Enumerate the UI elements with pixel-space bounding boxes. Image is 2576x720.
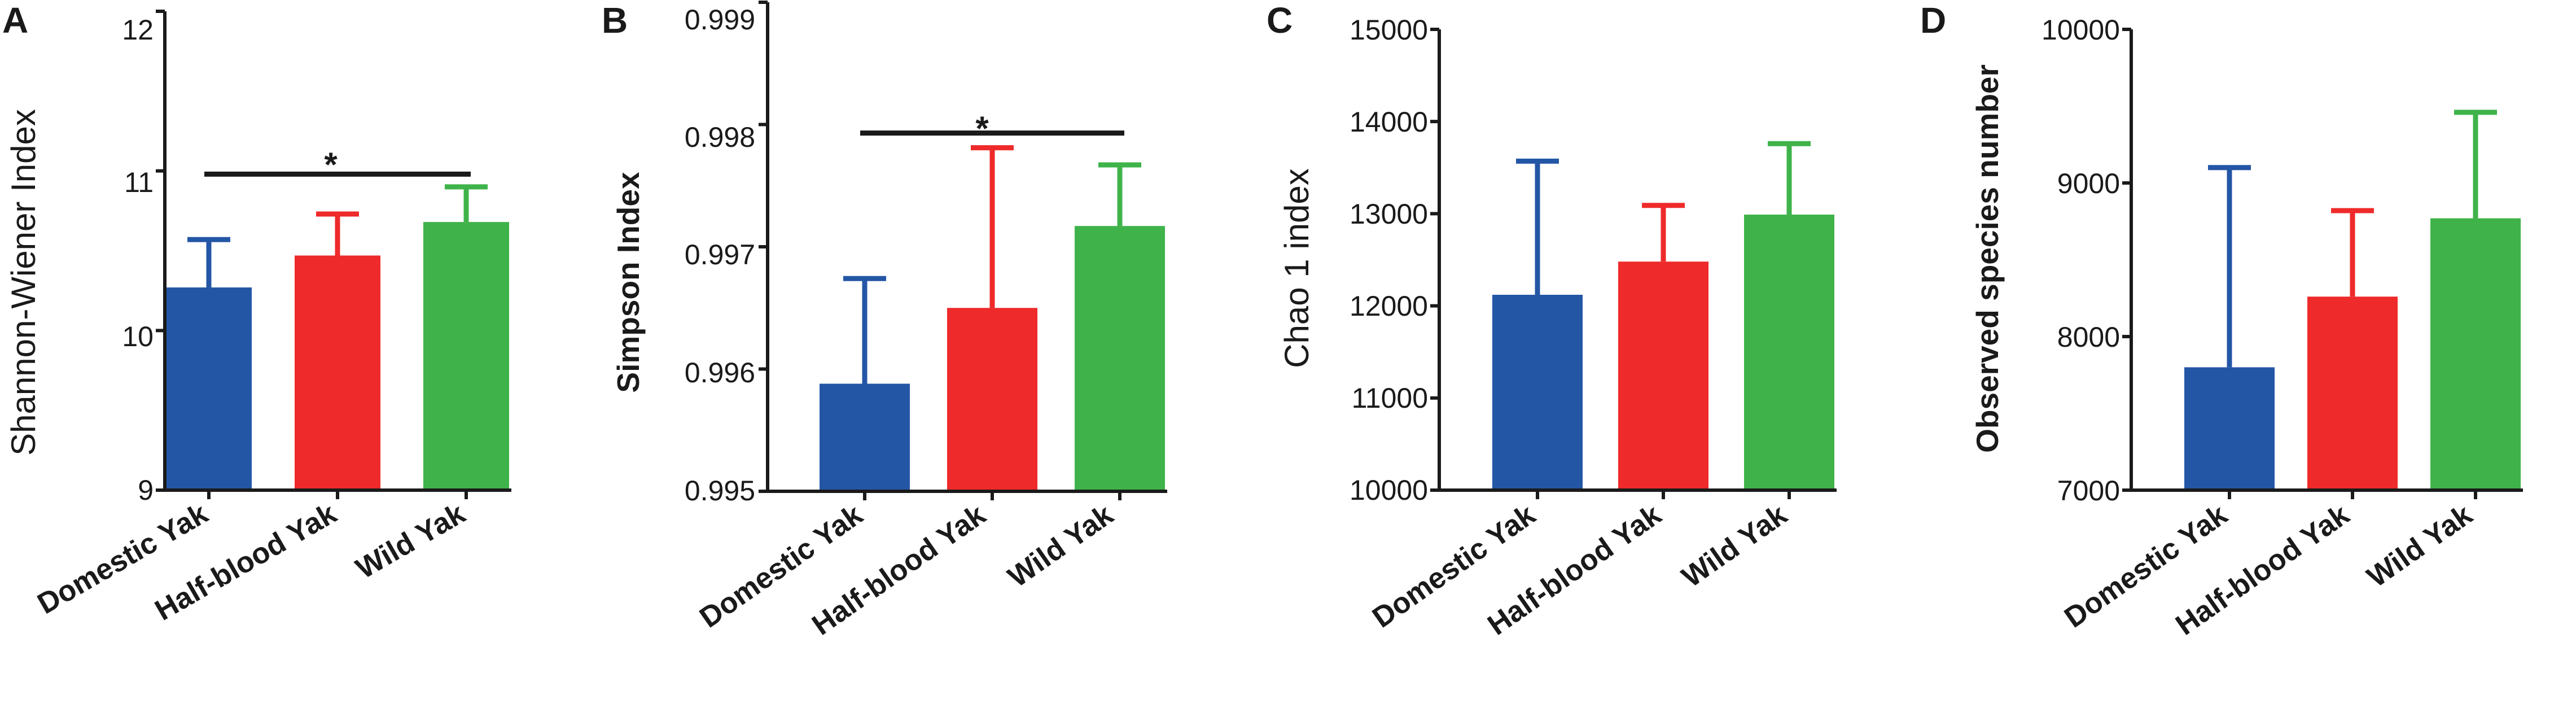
y-tick-a-2: 11 <box>124 167 154 198</box>
y-tick-b-1: 0.996 <box>685 357 755 389</box>
y-tick-b-2: 0.997 <box>685 239 755 270</box>
y-tick-d-3: 10000 <box>2041 14 2120 46</box>
panel-b: B Simpson Index 0.999 0.998 0.997 0.996 … <box>602 0 1119 642</box>
bar-d-domestic <box>2184 367 2275 490</box>
bar-b-halfblood <box>947 308 1037 491</box>
y-tick-a-3: 12 <box>122 14 154 46</box>
bar-d-halfblood <box>2307 296 2398 490</box>
y-tick-a-1: 10 <box>122 321 154 352</box>
y-tick-c-5: 15000 <box>1350 14 1428 46</box>
y-axis-title-b: Simpson Index <box>611 172 646 393</box>
x-label-a-wild: Wild Yak <box>351 497 471 585</box>
y-tick-d-1: 8000 <box>2057 321 2120 353</box>
panel-letter-b: B <box>602 0 628 41</box>
panel-letter-c: C <box>1267 0 1293 41</box>
y-tick-c-0: 10000 <box>1350 474 1428 506</box>
y-axis-title-a: Shannon-Wiener Index <box>5 109 42 456</box>
y-tick-c-1: 11000 <box>1352 382 1428 414</box>
bar-b-wild <box>1075 226 1165 491</box>
bar-a-wild <box>423 222 509 490</box>
y-tick-a-0: 9 <box>138 474 154 506</box>
bar-c-halfblood <box>1618 261 1708 490</box>
x-label-c-wild: Wild Yak <box>1676 498 1793 594</box>
y-tick-c-3: 13000 <box>1350 198 1428 230</box>
y-tick-b-0: 0.995 <box>685 475 755 507</box>
panel-letter-a: A <box>2 0 28 41</box>
x-label-b-wild: Wild Yak <box>1002 498 1119 594</box>
y-tick-b-4: 0.999 <box>685 4 755 36</box>
significance-star-b: * <box>975 110 989 147</box>
panel-letter-d: D <box>1920 0 1946 41</box>
y-tick-d-0: 7000 <box>2057 475 2120 507</box>
y-axis-title-d: Observed species number <box>1970 64 2005 453</box>
y-tick-b-3: 0.998 <box>685 121 755 153</box>
y-axis-title-c: Chao 1 index <box>1278 168 1316 368</box>
y-tick-d-2: 9000 <box>2057 168 2120 199</box>
bar-c-wild <box>1744 215 1834 490</box>
bar-c-domestic <box>1492 295 1583 490</box>
y-tick-c-4: 14000 <box>1350 106 1428 138</box>
bar-a-domestic <box>166 287 252 490</box>
y-tick-c-2: 12000 <box>1350 290 1428 322</box>
bar-a-halfblood <box>295 255 380 490</box>
bar-b-domestic <box>820 383 910 491</box>
significance-star-a: * <box>324 146 338 184</box>
bar-d-wild <box>2430 218 2521 490</box>
x-label-d-wild: Wild Yak <box>2362 498 2478 594</box>
